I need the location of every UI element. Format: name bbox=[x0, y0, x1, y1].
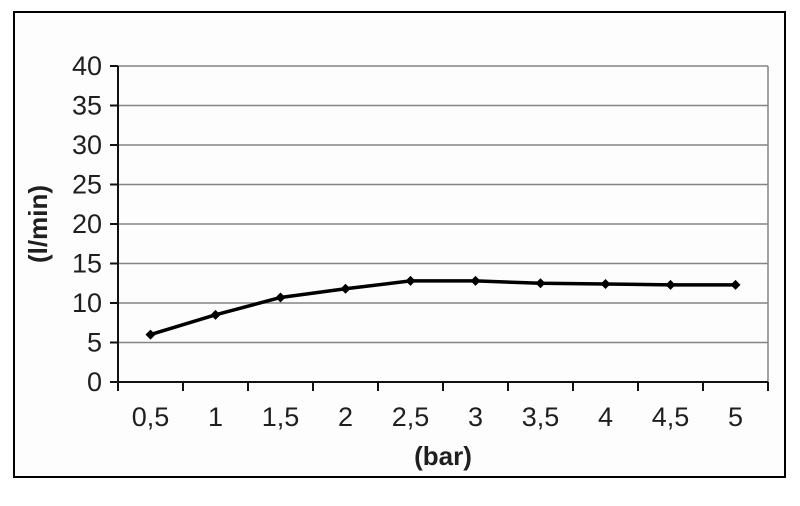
x-tick-label: 4,5 bbox=[652, 402, 690, 432]
y-tick-label: 20 bbox=[72, 209, 102, 239]
y-tick-label: 0 bbox=[87, 367, 102, 397]
x-tick-label: 1 bbox=[208, 402, 223, 432]
data-point-marker bbox=[405, 275, 416, 286]
data-point-marker bbox=[535, 278, 546, 289]
x-tick-label: 2 bbox=[338, 402, 353, 432]
y-axis-title: (l/min) bbox=[23, 185, 53, 263]
y-tick-label: 25 bbox=[72, 170, 102, 200]
data-point-marker bbox=[340, 283, 351, 294]
y-tick-label: 5 bbox=[87, 328, 102, 358]
data-point-marker bbox=[145, 329, 156, 340]
x-axis-title: (bar) bbox=[414, 441, 472, 471]
data-point-marker bbox=[730, 279, 741, 290]
y-tick-label: 15 bbox=[72, 249, 102, 279]
series-line bbox=[148, 279, 738, 337]
y-tick-label: 10 bbox=[72, 288, 102, 318]
x-tick-label: 3,5 bbox=[522, 402, 560, 432]
x-tick-label: 3 bbox=[468, 402, 483, 432]
x-tick-label: 0,5 bbox=[132, 402, 170, 432]
data-point-marker bbox=[470, 275, 481, 286]
x-tick-label: 2,5 bbox=[392, 402, 430, 432]
data-point-marker bbox=[275, 292, 286, 303]
x-tick-label: 5 bbox=[728, 402, 743, 432]
y-tick-label: 30 bbox=[72, 130, 102, 160]
data-point-marker bbox=[600, 279, 611, 290]
data-point-marker bbox=[665, 279, 676, 290]
x-tick-label: 4 bbox=[598, 402, 613, 432]
y-tick-label: 40 bbox=[72, 51, 102, 81]
chart-frame bbox=[13, 11, 786, 478]
y-tick-label: 35 bbox=[72, 91, 102, 121]
data-point-marker bbox=[210, 309, 221, 320]
x-tick-label: 1,5 bbox=[262, 402, 300, 432]
